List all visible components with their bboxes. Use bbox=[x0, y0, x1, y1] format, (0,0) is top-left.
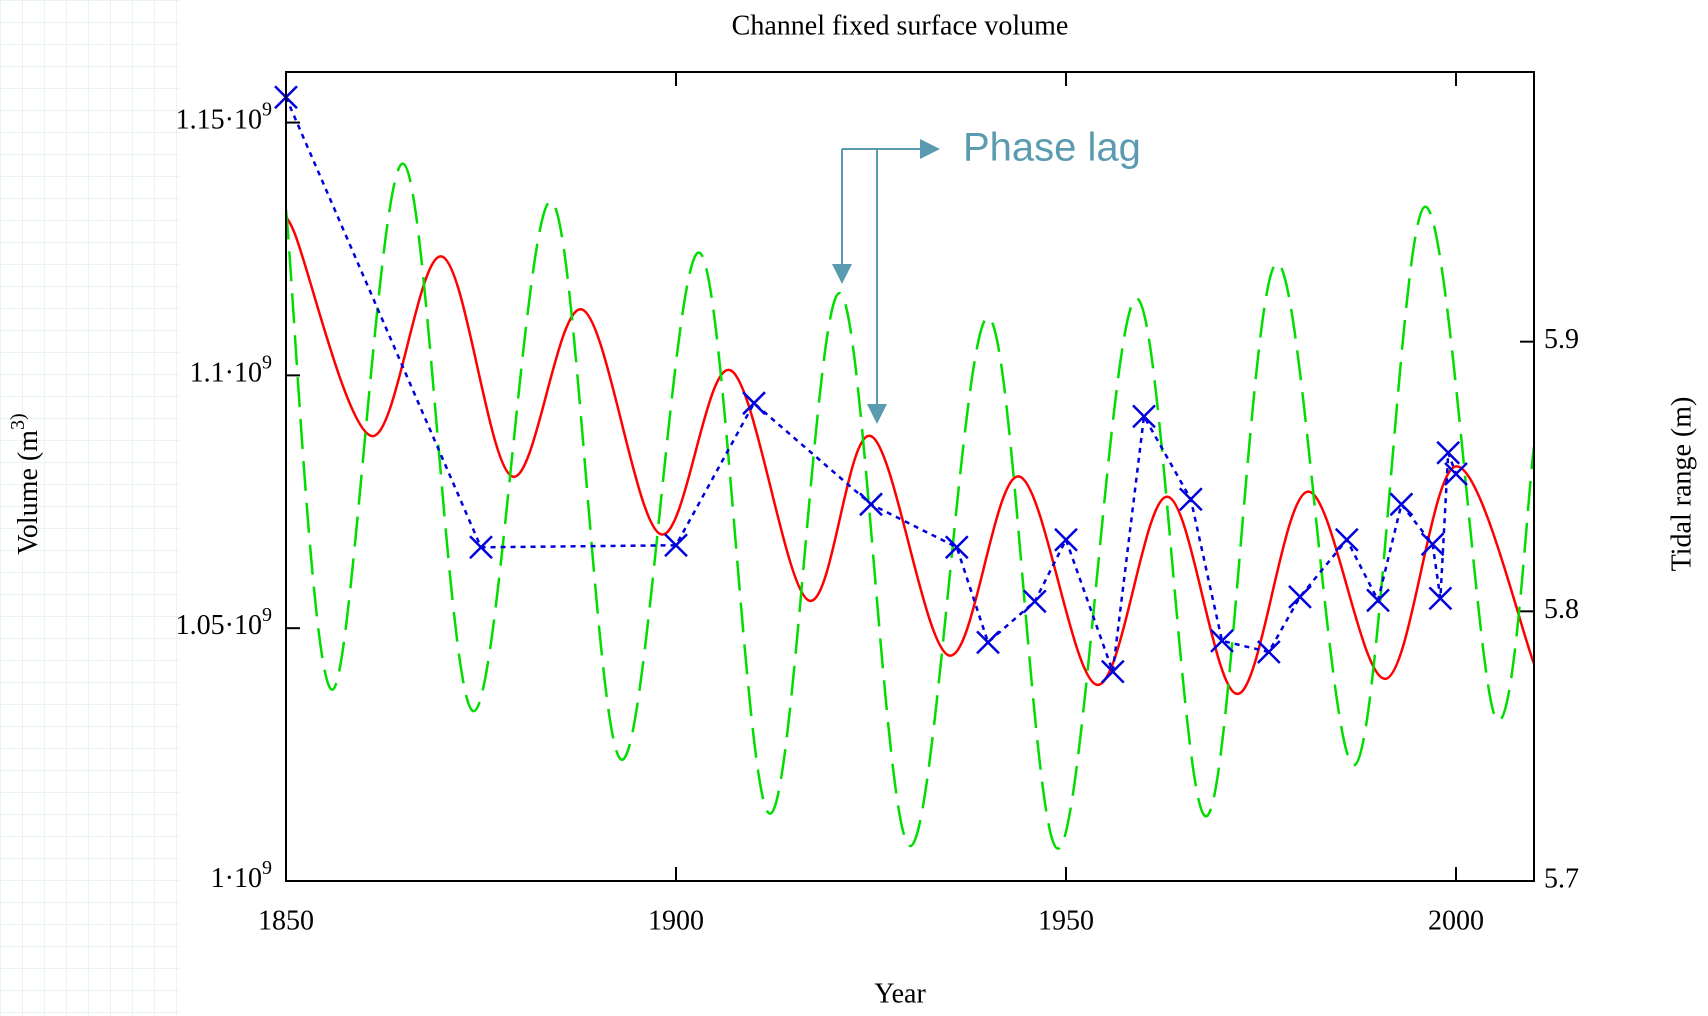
marker bbox=[1256, 640, 1281, 664]
x-axis-label: Year bbox=[874, 978, 926, 1009]
series-line bbox=[286, 162, 1534, 850]
chart-title: Channel fixed surface volume bbox=[732, 10, 1069, 41]
x-tick-label: 1950 bbox=[1038, 905, 1094, 936]
marker bbox=[1334, 527, 1359, 552]
x-tick-label: 2000 bbox=[1428, 905, 1484, 936]
series-line bbox=[284, 96, 1458, 673]
y-axis-label: Volume (m3) bbox=[7, 413, 45, 554]
marker bbox=[1210, 628, 1234, 653]
marker bbox=[1389, 492, 1414, 517]
marker bbox=[1288, 584, 1312, 609]
marker bbox=[1054, 527, 1078, 552]
marker bbox=[1420, 532, 1445, 557]
marker bbox=[944, 535, 969, 560]
marker bbox=[859, 492, 883, 517]
y-tick-label: 1.1·109 bbox=[190, 351, 272, 389]
background-grid bbox=[0, 0, 180, 1016]
x-tick-label: 1900 bbox=[648, 905, 704, 936]
y-tick-label: 1.15·109 bbox=[176, 98, 272, 136]
marker bbox=[1444, 462, 1468, 486]
marker bbox=[1178, 487, 1203, 512]
marker bbox=[1428, 586, 1453, 611]
marker bbox=[1366, 588, 1390, 613]
marker bbox=[976, 630, 1000, 655]
annotation: Phase lag bbox=[963, 126, 1141, 170]
marker bbox=[1022, 589, 1047, 614]
plot-frame bbox=[285, 71, 1535, 882]
marker bbox=[664, 533, 688, 558]
y-tick-label: 1.05·109 bbox=[176, 604, 272, 642]
annotation-arrows bbox=[832, 139, 940, 424]
marker bbox=[469, 535, 493, 560]
y2-tick-label: 5.9 bbox=[1544, 324, 1579, 355]
y2-tick-label: 5.7 bbox=[1544, 863, 1579, 894]
x-tick-label: 1850 bbox=[258, 905, 314, 936]
marker bbox=[1436, 440, 1461, 465]
series-line bbox=[286, 217, 1534, 696]
y-tick-label: 1·109 bbox=[211, 857, 272, 895]
y2-tick-label: 5.8 bbox=[1544, 594, 1579, 625]
marker bbox=[1100, 659, 1125, 684]
marker bbox=[742, 391, 766, 416]
y2-axis-label: Tidal range (m) bbox=[1666, 397, 1697, 572]
marker bbox=[1132, 404, 1156, 429]
